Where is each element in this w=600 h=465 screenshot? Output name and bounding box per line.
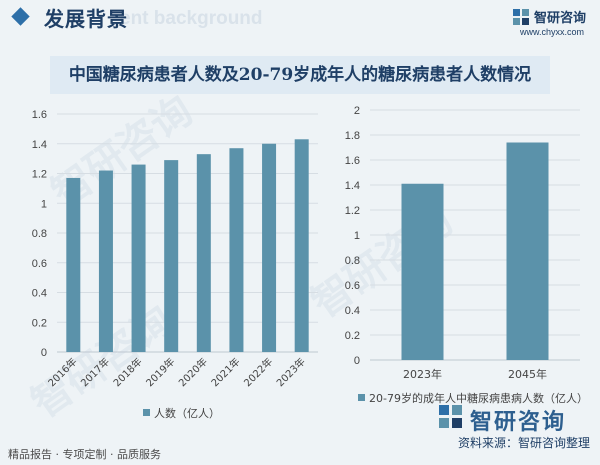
header-title: 发展背景 bbox=[44, 7, 128, 31]
footer-slogan: 精品报告 · 专项定制 · 品质服务 bbox=[8, 448, 161, 461]
chart-right: 0 0.2 0.4 0.6 0.8 1 1.2 1.4 1.6 1.8 2 2023年 2045年 20-… bbox=[345, 105, 588, 405]
bar bbox=[294, 139, 309, 352]
y-tick-label: 1.2 bbox=[345, 205, 360, 217]
brand-url: www.chyxx.com bbox=[520, 27, 585, 37]
x-tick-label: 2017年 bbox=[78, 355, 112, 389]
y-tick-label: 2 bbox=[354, 105, 360, 117]
y-tick-label: 0.4 bbox=[32, 288, 47, 300]
legend-swatch bbox=[358, 394, 365, 401]
source-value: 智研咨询整理 bbox=[517, 436, 590, 450]
bar bbox=[262, 143, 277, 352]
y-tick-label: 1 bbox=[354, 230, 360, 242]
legend-label: 人数（亿人） bbox=[154, 407, 220, 420]
header: ent background 发展背景 智研咨询 www.chyxx.com bbox=[0, 0, 600, 40]
header-ghost-text: ent background bbox=[120, 8, 263, 29]
x-tick-label: 2023年 bbox=[403, 367, 442, 381]
y-tick-label: 1.6 bbox=[32, 109, 47, 121]
y-tick-label: 0.2 bbox=[32, 317, 47, 329]
bar bbox=[229, 148, 244, 352]
chart-title-band: 中国糖尿病患者人数及20-79岁成年人的糖尿病患者人数情况 bbox=[50, 56, 550, 94]
x-tick-label: 2019年 bbox=[143, 355, 177, 389]
y-tick-label: 1.2 bbox=[32, 169, 47, 181]
y-tick-label: 1 bbox=[41, 198, 47, 210]
chart-title: 中国糖尿病患者人数及20-79岁成年人的糖尿病患者人数情况 bbox=[68, 65, 532, 85]
x-tick-label: 2020年 bbox=[176, 355, 210, 389]
y-tick-label: 1.4 bbox=[32, 139, 47, 151]
bar bbox=[98, 170, 113, 352]
bar bbox=[131, 164, 146, 352]
footer-brand-logo-icon bbox=[439, 405, 462, 428]
y-tick-label: 0.8 bbox=[32, 228, 47, 240]
x-tick-label: 2045年 bbox=[508, 367, 547, 381]
y-tick-label: 0.8 bbox=[345, 255, 360, 267]
x-tick-label: 2023年 bbox=[274, 355, 308, 389]
legend-swatch bbox=[143, 409, 150, 416]
bar bbox=[196, 154, 211, 352]
footer-source: 资料来源：智研咨询整理 bbox=[458, 434, 590, 451]
x-tick-label: 2021年 bbox=[208, 355, 242, 389]
y-tick-label: 1.6 bbox=[345, 155, 360, 167]
y-tick-label: 1.4 bbox=[345, 180, 360, 192]
source-label: 资料来源： bbox=[457, 436, 518, 450]
y-tick-label: 1.8 bbox=[345, 130, 360, 142]
bar bbox=[506, 142, 549, 360]
x-tick-label: 2016年 bbox=[45, 355, 79, 389]
x-tick-label: 2022年 bbox=[241, 355, 275, 389]
brand-name: 智研咨询 bbox=[534, 11, 587, 26]
y-tick-label: 0.2 bbox=[345, 330, 360, 342]
bar bbox=[66, 177, 81, 352]
brand[interactable]: 智研咨询 www.chyxx.com bbox=[512, 6, 592, 37]
y-tick-label: 0.6 bbox=[345, 280, 360, 292]
brand-logo-icon bbox=[513, 9, 529, 25]
y-tick-label: 0 bbox=[41, 347, 47, 359]
y-tick-label: 0.4 bbox=[345, 305, 360, 317]
legend-label: 20-79岁的成年人中糖尿病患病人数（亿人） bbox=[369, 391, 588, 405]
bar bbox=[164, 160, 179, 352]
x-tick-label: 2018年 bbox=[110, 355, 144, 389]
y-tick-label: 0 bbox=[354, 355, 360, 367]
bar bbox=[401, 183, 444, 360]
y-tick-label: 0.6 bbox=[32, 258, 47, 270]
footer-brand-name: 智研咨询 bbox=[470, 410, 567, 435]
